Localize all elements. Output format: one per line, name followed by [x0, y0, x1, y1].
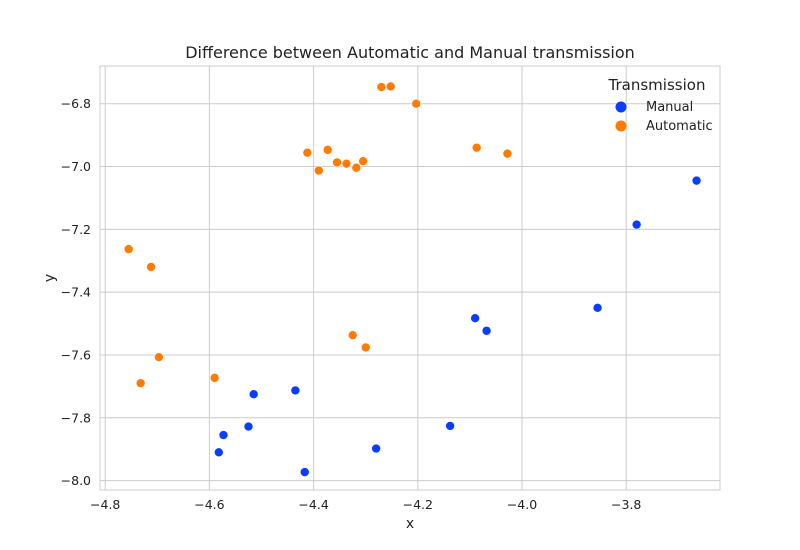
point-automatic — [385, 81, 396, 92]
point-automatic — [347, 330, 358, 340]
point-automatic — [360, 342, 371, 353]
legend-marker-automatic — [615, 120, 627, 132]
point-automatic — [376, 82, 387, 92]
point-manual — [248, 389, 259, 400]
point-manual — [592, 303, 603, 313]
point-automatic — [332, 157, 342, 168]
point-automatic — [154, 352, 164, 362]
point-automatic — [123, 244, 134, 254]
y-ticks: −6.8 −7.0 −7.2 −7.4 −7.6 −7.8 −8.0 — [61, 96, 91, 488]
x-tick-label: −3.8 — [611, 497, 641, 512]
y-tick-label: −7.2 — [61, 222, 91, 237]
point-manual — [243, 421, 254, 432]
point-automatic — [135, 378, 146, 389]
point-automatic — [358, 156, 368, 166]
point-automatic — [209, 373, 220, 383]
point-manual — [481, 325, 492, 336]
point-automatic — [146, 262, 156, 272]
y-tick-label: −6.8 — [61, 96, 91, 111]
x-tick-label: −4.0 — [507, 497, 537, 512]
point-automatic — [411, 98, 422, 109]
point-automatic — [471, 142, 482, 153]
point-manual — [691, 175, 702, 186]
y-tick-label: −7.4 — [61, 285, 91, 300]
data-points — [123, 81, 702, 477]
legend: Transmission Manual Automatic — [608, 76, 713, 134]
point-automatic — [302, 147, 313, 158]
point-automatic — [314, 165, 324, 176]
chart-title: Difference between Automatic and Manual … — [185, 43, 635, 62]
point-automatic — [322, 145, 333, 155]
plot-area — [99, 65, 721, 491]
y-tick-label: −8.0 — [61, 473, 91, 488]
legend-title: Transmission — [608, 76, 706, 94]
y-tick-label: −7.0 — [61, 159, 91, 174]
point-automatic — [351, 162, 362, 173]
point-automatic — [341, 158, 352, 169]
point-manual — [213, 447, 224, 458]
grid-lines — [100, 66, 720, 490]
x-tick-label: −4.2 — [403, 497, 433, 512]
point-automatic — [502, 148, 513, 159]
y-tick-label: −7.6 — [61, 347, 91, 362]
legend-label-manual: Manual — [646, 100, 693, 115]
y-axis-label: y — [42, 274, 58, 282]
x-axis-label: x — [406, 516, 414, 532]
point-manual — [371, 443, 381, 454]
x-tick-label: −4.4 — [298, 497, 328, 512]
point-manual — [470, 313, 480, 324]
point-manual — [290, 385, 301, 396]
legend-label-automatic: Automatic — [646, 119, 713, 134]
point-manual — [631, 219, 642, 230]
x-tick-label: −4.6 — [194, 497, 224, 512]
point-manual — [218, 430, 229, 440]
point-manual — [445, 421, 455, 431]
y-tick-label: −7.8 — [61, 410, 91, 425]
x-ticks: −4.8 −4.6 −4.4 −4.2 −4.0 −3.8 — [90, 497, 641, 512]
legend-marker-manual — [615, 101, 627, 113]
x-tick-label: −4.8 — [90, 497, 120, 512]
point-manual — [299, 467, 310, 477]
